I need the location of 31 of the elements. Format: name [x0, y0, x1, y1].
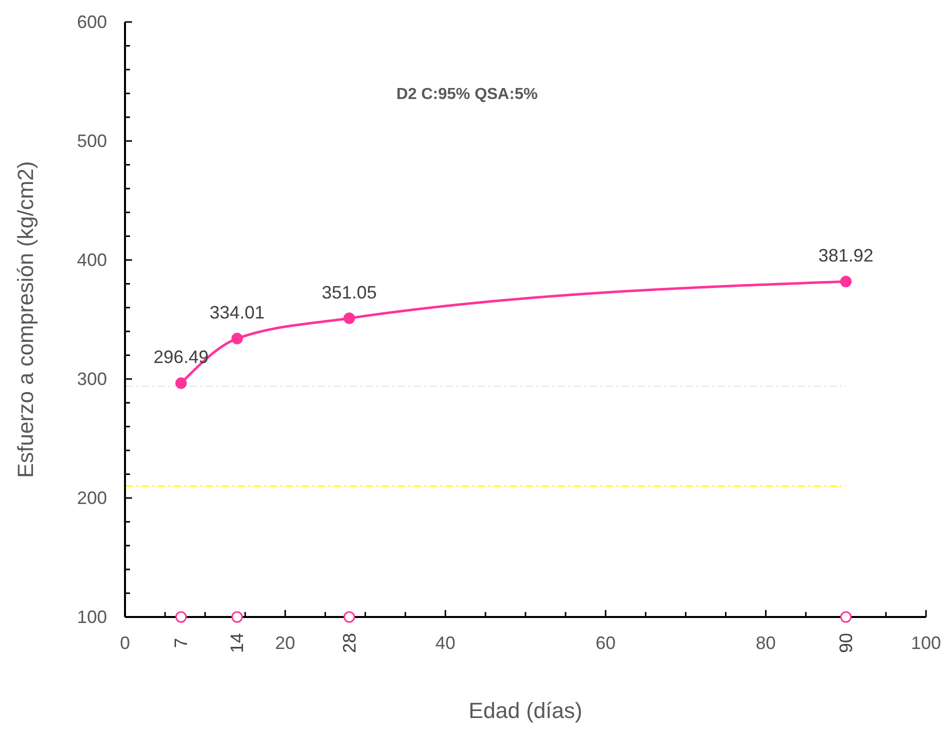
data-label: 351.05 [322, 282, 377, 302]
annotation: 90 [836, 632, 856, 654]
x-tick-label: 100 [910, 633, 942, 653]
annotation: 7 [171, 638, 192, 648]
text: D2 C:95% QSA:5% [396, 86, 538, 103]
data-label: 296.49 [154, 347, 209, 368]
point [175, 377, 187, 389]
point [840, 276, 852, 288]
y-tick-label: 500 [76, 131, 107, 151]
y-tick-label: 600 [76, 12, 107, 32]
x-tick-label: 60 [596, 633, 616, 653]
y-tick-label: 200 [76, 488, 107, 508]
point [231, 611, 243, 623]
x-tick-label: 20 [275, 633, 296, 653]
data-label: 334.01 [210, 302, 265, 323]
annotation: 14 [227, 632, 248, 654]
data-label: 381.92 [818, 246, 874, 266]
point [175, 611, 187, 623]
point [344, 611, 356, 623]
x-tick-label: 80 [756, 633, 776, 653]
point [344, 312, 356, 324]
point [840, 611, 852, 623]
x-tick-label: 0 [120, 633, 130, 653]
annotation: 28 [339, 632, 360, 654]
y-tick-label: 400 [76, 250, 107, 270]
y-axis-title: Esfuerzo a compresión (kg/cm2) [13, 161, 38, 478]
point [231, 332, 243, 344]
y-tick-label: 300 [76, 369, 107, 389]
y-tick-label: 100 [76, 607, 107, 627]
x-axis-title: Edad (días) [468, 698, 582, 723]
x-tick-label: 40 [435, 633, 456, 653]
